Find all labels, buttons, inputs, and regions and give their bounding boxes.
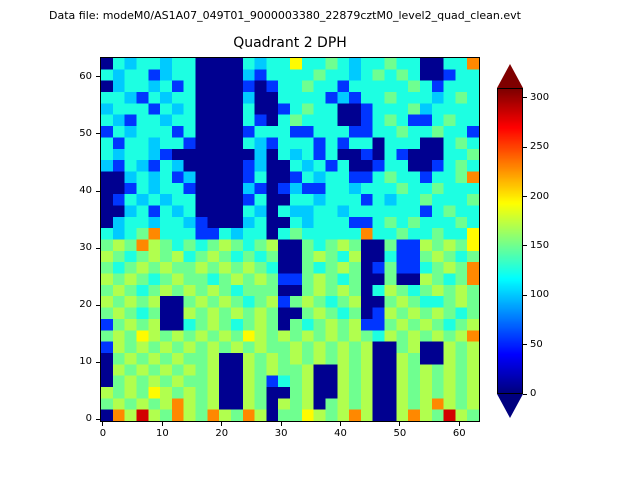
y-tick-mark [96,133,100,135]
y-tick-mark [96,304,100,306]
colorbar-tick-label: 250 [530,141,550,153]
plot-area [100,57,480,422]
colorbar-tick-mark [523,344,527,346]
colorbar-tick-mark [523,146,527,148]
colorbar-gradient [497,88,523,394]
colorbar-extend-min-arrow [497,394,523,418]
x-tick-label: 50 [393,428,407,439]
x-tick-label: 30 [274,428,288,439]
x-tick-label: 10 [155,428,169,439]
colorbar-tick-mark [523,393,527,395]
x-tick-label: 20 [215,428,229,439]
colorbar-tick-label: 0 [530,388,537,399]
y-tick-mark [96,361,100,363]
y-tick-label: 50 [79,127,92,139]
x-tick-mark [161,422,163,426]
y-tick-label: 0 [85,413,92,425]
colorbar-tick-label: 150 [530,239,550,251]
colorbar-tick-mark [523,97,527,99]
x-tick-mark [458,422,460,426]
x-tick-mark [339,422,341,426]
heatmap-canvas [101,58,479,421]
colorbar-tick-label: 300 [530,91,550,103]
x-tick-label: 0 [99,428,107,439]
colorbar-tick-mark [523,245,527,247]
chart-title: Quadrant 2 DPH [233,35,347,51]
colorbar-tick-label: 100 [530,289,550,301]
y-tick-label: 40 [79,185,92,197]
y-tick-mark [96,76,100,78]
y-tick-mark [96,418,100,420]
y-tick-mark [96,190,100,192]
y-tick-label: 30 [79,242,92,254]
colorbar-tick-label: 200 [530,190,550,202]
x-tick-mark [399,422,401,426]
colorbar-extend-max-arrow [497,64,523,88]
x-tick-mark [221,422,223,426]
x-tick-label: 60 [452,428,466,439]
x-tick-label: 40 [334,428,347,439]
y-tick-label: 60 [79,70,92,82]
x-tick-mark [102,422,104,426]
y-tick-label: 20 [79,299,92,311]
x-tick-mark [280,422,282,426]
data-file-label: Data file: modeM0/AS1A07_049T01_90000033… [49,9,521,22]
colorbar-tick-mark [523,196,527,198]
colorbar-tick-mark [523,294,527,296]
colorbar-tick-label: 50 [530,338,543,350]
y-tick-mark [96,247,100,249]
y-tick-label: 10 [79,356,92,368]
